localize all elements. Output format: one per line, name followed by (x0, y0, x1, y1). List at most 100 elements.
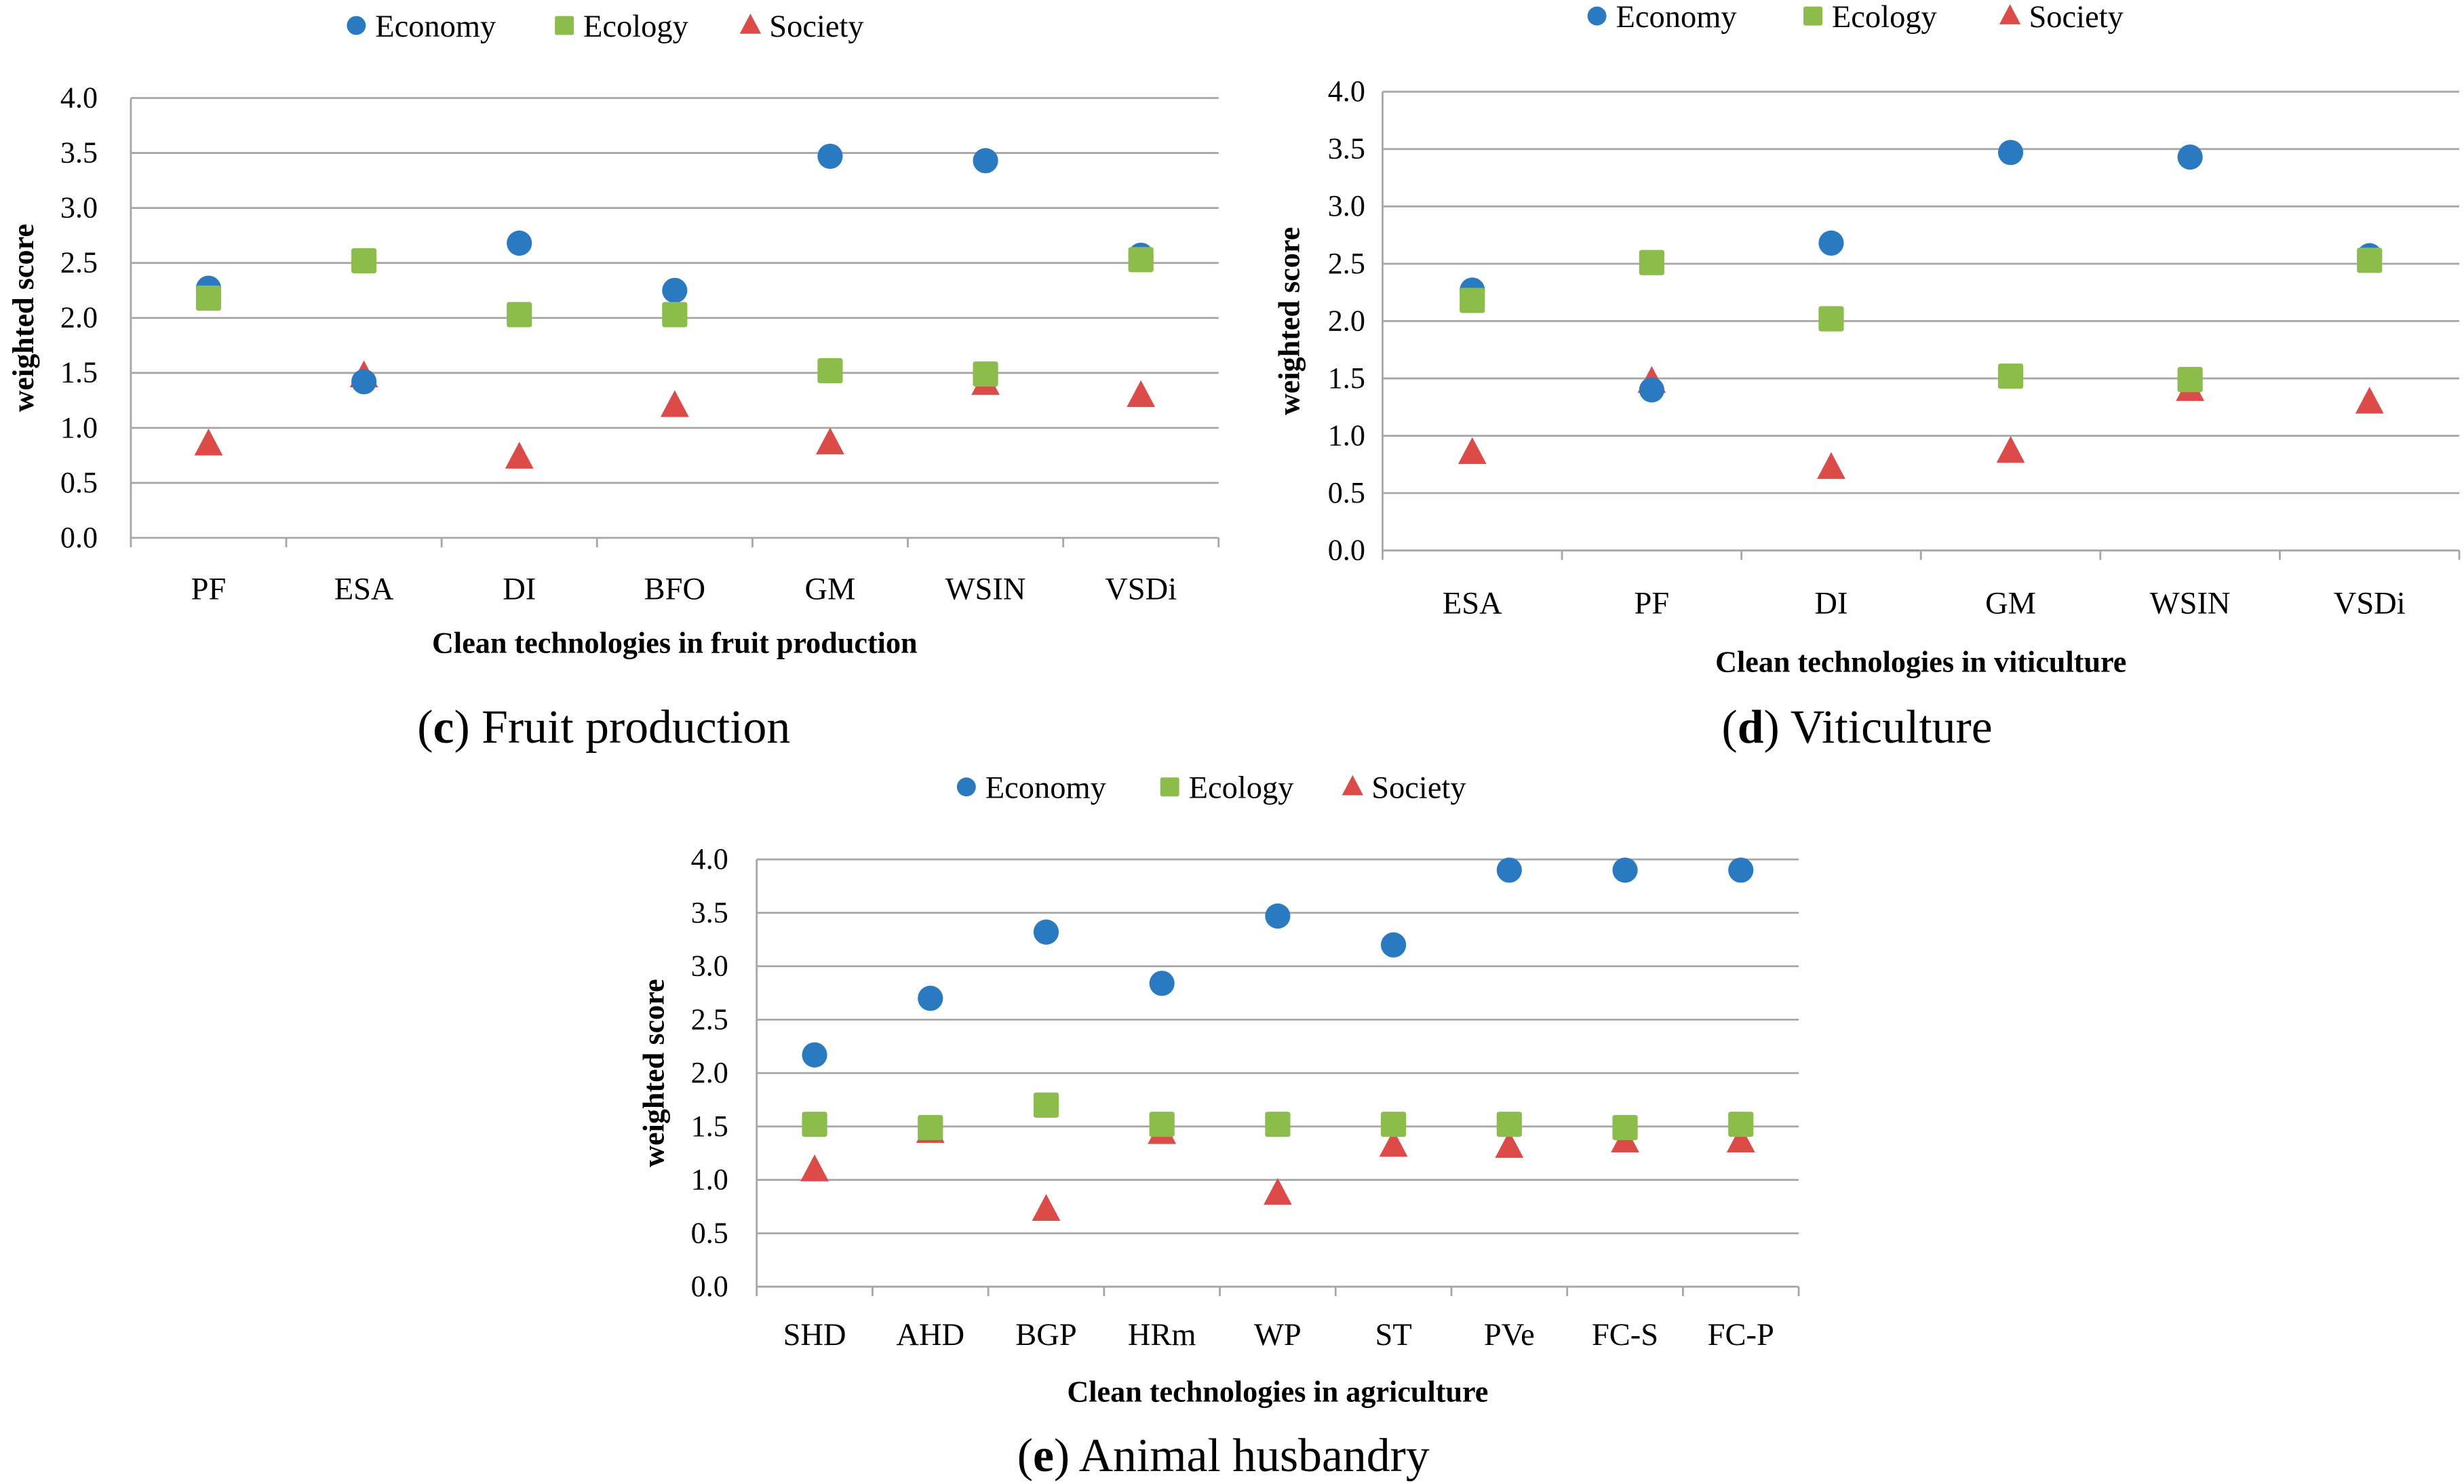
economy-point (662, 277, 688, 303)
society-point (1379, 1129, 1408, 1157)
x-tick-label: PF (191, 572, 227, 607)
ecology-point (973, 361, 998, 387)
caption: (c) Fruit production (417, 701, 790, 754)
caption-paren: ( (417, 701, 433, 754)
caption-letter: e (1033, 1430, 1054, 1482)
x-tick-label: PF (1635, 587, 1670, 621)
legend-economy-label: Economy (375, 9, 496, 44)
y-axis-title: weighted score (638, 979, 671, 1167)
ecology-point (1128, 247, 1154, 273)
ecology-point (1496, 1112, 1522, 1137)
x-tick-label: WP (1254, 1318, 1302, 1352)
society-point (194, 428, 223, 456)
society-point (1817, 452, 1845, 480)
ecology-point (1265, 1112, 1291, 1137)
ecology-point (1149, 1112, 1175, 1137)
economy-point (1149, 971, 1175, 996)
society-point (505, 442, 534, 469)
caption-paren: ( (1721, 701, 1737, 754)
x-tick-label: ESA (1443, 587, 1502, 621)
legend-economy-marker (347, 16, 366, 35)
legend-ecology-marker (1803, 6, 1822, 26)
economy-point (817, 143, 843, 170)
caption-letter: d (1738, 701, 1764, 754)
legend-ecology-label: Ecology (583, 9, 689, 44)
ecology-point (1997, 363, 2024, 389)
y-tick-label: 1.0 (1328, 418, 1365, 452)
x-tick-label: FC-S (1592, 1318, 1658, 1352)
ecology-point (802, 1112, 827, 1137)
x-tick-label: SHD (783, 1318, 846, 1352)
ecology-point (1033, 1092, 1059, 1118)
ecology-point (1639, 250, 1664, 275)
x-tick-label: BFO (644, 572, 705, 607)
ecology-point (918, 1114, 943, 1141)
ecology-point (662, 302, 688, 328)
society-point (2355, 387, 2384, 414)
y-tick-label: 2.5 (691, 1002, 728, 1036)
economy-point (351, 369, 377, 395)
y-tick-label: 3.5 (691, 896, 728, 929)
x-tick-label: FC-P (1708, 1318, 1774, 1352)
economy-point (1818, 230, 1844, 256)
y-tick-label: 1.0 (691, 1163, 728, 1196)
y-tick-label: 3.0 (60, 191, 98, 224)
y-tick-label: 2.0 (60, 301, 98, 334)
x-axis-title: Clean technologies in viticulture (1715, 646, 2126, 679)
x-tick-label: VSDi (2334, 587, 2406, 621)
legend-ecology-marker (1160, 777, 1179, 797)
y-tick-label: 1.5 (1328, 362, 1365, 395)
chart-e: 0.0 0.5 1.0 1.5 2.0 2.5 3.0 3.5 4.0 SHD AHD BGP HRm W… (638, 771, 1800, 1482)
x-axis-title: Clean technologies in fruit production (432, 627, 918, 660)
economy-point (1612, 857, 1638, 883)
economy-point (1997, 140, 2024, 165)
y-tick-label: 0.0 (1328, 534, 1365, 567)
economy-point (507, 230, 532, 256)
y-axis-title: weighted score (1272, 227, 1306, 416)
x-tick-label: DI (503, 572, 536, 607)
ecology-point (1460, 288, 1485, 313)
caption-text: ) Fruit production (454, 701, 790, 754)
economy-point (1265, 903, 1291, 929)
y-tick-label: 0.5 (60, 466, 98, 499)
x-tick-label: WSIN (945, 572, 1026, 607)
legend-economy-marker (956, 777, 976, 797)
economy-point (1033, 919, 1059, 945)
society-point (1127, 380, 1156, 408)
y-tick-label: 1.5 (60, 356, 98, 389)
legend-society-label: Society (2029, 0, 2124, 35)
economy-point (1381, 932, 1407, 958)
legend-society-marker (1342, 775, 1364, 796)
y-tick-label: 4.0 (691, 842, 728, 876)
y-tick-label: 1.5 (691, 1110, 728, 1143)
y-tick-label: 3.5 (1328, 132, 1365, 165)
society-point (800, 1154, 829, 1182)
y-tick-label: 0.5 (691, 1216, 728, 1249)
ecology-point (817, 357, 843, 384)
society-point (1996, 435, 2025, 463)
society-point (1263, 1177, 1292, 1205)
y-tick-label: 4.0 (60, 81, 98, 114)
ecology-point (2357, 248, 2383, 273)
ecology-point (507, 302, 532, 328)
legend-economy-label: Economy (985, 771, 1107, 806)
y-tick-label: 0.0 (60, 521, 98, 554)
economy-point (1639, 377, 1664, 403)
x-tick-label: WSIN (2150, 587, 2231, 621)
ecology-point (2177, 367, 2203, 393)
legend-society-label: Society (1371, 771, 1466, 806)
y-tick-label: 3.0 (1328, 189, 1365, 222)
x-tick-label: VSDi (1105, 572, 1177, 607)
caption: (d) Viticulture (1721, 701, 1992, 754)
caption: (e) Animal husbandry (1017, 1430, 1430, 1482)
legend-ecology-label: Ecology (1189, 771, 1295, 806)
x-axis-title: Clean technologies in agriculture (1067, 1375, 1488, 1409)
caption-text: ) Viticulture (1763, 701, 1992, 754)
y-tick-label: 2.0 (1328, 304, 1365, 337)
y-tick-label: 2.5 (60, 246, 98, 279)
caption-letter: c (433, 701, 454, 754)
economy-point (2177, 144, 2203, 170)
y-tick-label: 3.0 (691, 950, 728, 983)
economy-point (1728, 857, 1754, 883)
